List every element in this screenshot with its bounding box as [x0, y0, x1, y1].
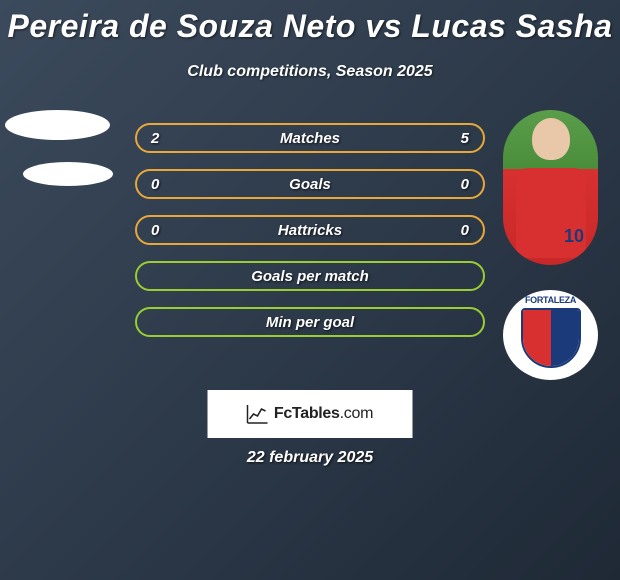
jersey-number: 10 [564, 226, 584, 247]
stat-value-left: 2 [151, 130, 159, 147]
stat-label: Hattricks [278, 222, 342, 239]
stat-row: 0 Hattricks 0 [135, 215, 485, 245]
stat-value-left: 0 [151, 176, 159, 193]
stat-label: Min per goal [266, 314, 354, 331]
stat-row: 0 Goals 0 [135, 169, 485, 199]
player-right-photo: 10 [503, 110, 598, 265]
brand-text: FcTables.com [274, 405, 373, 423]
stat-value-right: 0 [461, 176, 469, 193]
stat-value-right: 0 [461, 222, 469, 239]
stat-row: 2 Matches 5 [135, 123, 485, 153]
player-left-club-placeholder [23, 162, 113, 186]
stat-row: Min per goal [135, 307, 485, 337]
page-title: Pereira de Souza Neto vs Lucas Sasha [0, 0, 620, 45]
chart-icon [247, 404, 269, 424]
stat-value-left: 0 [151, 222, 159, 239]
player-left-avatar-placeholder [5, 110, 110, 140]
player-right-club-badge: FORTALEZA [503, 290, 598, 380]
player-right-column: 10 FORTALEZA [495, 110, 605, 380]
stat-label: Goals per match [251, 268, 369, 285]
date-text: 22 february 2025 [247, 449, 373, 467]
subtitle: Club competitions, Season 2025 [0, 63, 620, 81]
player-left-column [5, 110, 125, 208]
shield-icon [521, 308, 581, 368]
stat-label: Matches [280, 130, 340, 147]
stat-value-right: 5 [461, 130, 469, 147]
stat-row: Goals per match [135, 261, 485, 291]
stats-container: 2 Matches 5 0 Goals 0 0 Hattricks 0 Goals per mat… [135, 123, 485, 353]
stat-label: Goals [289, 176, 331, 193]
club-name: FORTALEZA [516, 295, 586, 305]
footer-attribution: FcTables.com [208, 390, 413, 438]
